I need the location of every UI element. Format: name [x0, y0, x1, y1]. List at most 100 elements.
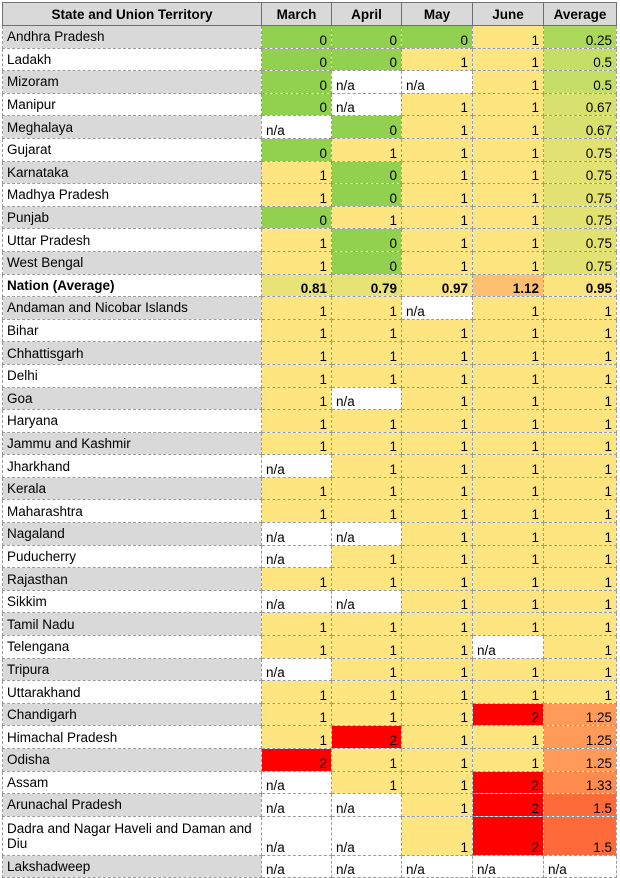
june-value-cell: 2	[472, 815, 544, 856]
april-value-cell: 0	[331, 160, 402, 185]
table-row: Jharkhand n/a 1 1 1 1	[2, 454, 617, 478]
average-value-cell: 1	[543, 386, 617, 411]
march-value-cell: 1	[261, 363, 332, 388]
table-row: Jammu and Kashmir 1 1 1 1 1	[2, 431, 617, 456]
april-value-cell: 1	[331, 137, 402, 162]
table-row: Chandigarh 1 1 1 2 1.25	[2, 702, 617, 727]
average-value-cell: 0.75	[543, 250, 617, 275]
state-name-cell: Uttar Pradesh	[2, 228, 262, 252]
may-value-cell: n/a	[401, 296, 473, 320]
june-value-cell: 1	[472, 160, 544, 185]
april-value-cell: 0	[331, 183, 402, 207]
average-value-cell: 1	[543, 431, 617, 456]
header-average: Average	[543, 2, 617, 26]
table-row: Himachal Pradesh 1 2 1 1 1.25	[2, 725, 617, 749]
header-june: June	[472, 2, 544, 26]
state-name-cell: Sikkim	[2, 589, 262, 614]
average-value-cell: 0.67	[543, 115, 617, 139]
average-value-cell: 0.75	[543, 160, 617, 185]
june-value-cell: 1	[472, 341, 544, 365]
table-row: Goa 1 n/a 1 1 1	[2, 386, 617, 411]
april-value-cell: 0	[331, 250, 402, 275]
april-value-cell: 0	[331, 228, 402, 252]
state-name-cell: Chandigarh	[2, 702, 262, 727]
april-value-cell: 1	[331, 612, 402, 637]
table-row: Andaman and Nicobar Islands 1 1 n/a 1 1	[2, 296, 617, 320]
may-value-cell: 1	[401, 183, 473, 207]
table-row: Ladakh 0 0 1 1 0.5	[2, 47, 617, 72]
march-value-cell: 1	[261, 476, 332, 501]
march-value-cell: 1	[261, 499, 332, 524]
state-name-cell: Jammu and Kashmir	[2, 431, 262, 456]
may-value-cell: 1	[401, 386, 473, 411]
march-value-cell: 0	[261, 25, 332, 49]
june-value-cell: 1	[472, 476, 544, 501]
state-name-cell: Jharkhand	[2, 454, 262, 478]
march-value-cell: n/a	[261, 854, 332, 878]
march-value-cell: 1	[261, 183, 332, 207]
table-row: Odisha 2 1 1 1 1.25	[2, 748, 617, 772]
june-value-cell: 1	[472, 92, 544, 117]
header-row: State and Union Territory March April Ma…	[2, 2, 617, 26]
april-value-cell: 1	[331, 341, 402, 365]
may-value-cell: 1	[401, 137, 473, 162]
table-body: Andhra Pradesh 0 0 0 1 0.25 Ladakh 0 0 1 1 0.5 Mizor…	[2, 25, 617, 878]
june-value-cell: 1	[472, 499, 544, 524]
june-value-cell: 1	[472, 296, 544, 320]
table-row: Uttarakhand 1 1 1 1 1	[2, 680, 617, 704]
march-value-cell: n/a	[261, 589, 332, 614]
march-value-cell: 1	[261, 160, 332, 185]
may-value-cell: 1	[401, 250, 473, 275]
state-name-cell: Odisha	[2, 748, 262, 772]
state-name-cell: Uttarakhand	[2, 680, 262, 704]
state-name-cell: Tripura	[2, 657, 262, 682]
march-value-cell: 1	[261, 250, 332, 275]
average-value-cell: 1	[543, 476, 617, 501]
state-name-cell: Karnataka	[2, 160, 262, 185]
state-name-cell: Bihar	[2, 318, 262, 343]
may-value-cell: 1	[401, 205, 473, 230]
june-value-cell: 1.12	[472, 273, 544, 298]
april-value-cell: 2	[331, 725, 402, 749]
june-value-cell: 1	[472, 725, 544, 749]
state-name-cell: Nagaland	[2, 522, 262, 546]
average-value-cell: 0.5	[543, 47, 617, 72]
table-row: Kerala 1 1 1 1 1	[2, 476, 617, 501]
march-value-cell: 1	[261, 431, 332, 456]
table-row: Karnataka 1 0 1 1 0.75	[2, 160, 617, 185]
table-row: Manipur 0 n/a 1 1 0.67	[2, 92, 617, 117]
average-value-cell: 1	[543, 657, 617, 682]
april-value-cell: n/a	[331, 386, 402, 411]
average-value-cell: 1	[543, 635, 617, 659]
april-value-cell: 1	[331, 567, 402, 591]
june-value-cell: 1	[472, 318, 544, 343]
average-value-cell: 1	[543, 318, 617, 343]
april-value-cell: n/a	[331, 793, 402, 817]
march-value-cell: n/a	[261, 657, 332, 682]
april-value-cell: 1	[331, 409, 402, 433]
march-value-cell: 0	[261, 70, 332, 94]
june-value-cell: 1	[472, 544, 544, 569]
april-value-cell: 0	[331, 47, 402, 72]
state-name-cell: Rajasthan	[2, 567, 262, 591]
april-value-cell: 0	[331, 115, 402, 139]
march-value-cell: n/a	[261, 115, 332, 139]
table-row: Haryana 1 1 1 1 1	[2, 409, 617, 433]
may-value-cell: 1	[401, 160, 473, 185]
state-name-cell: Madhya Pradesh	[2, 183, 262, 207]
table-row: Nation (Average) 0.81 0.79 0.97 1.12 0.95	[2, 273, 617, 298]
march-value-cell: n/a	[261, 815, 332, 856]
average-value-cell: 1	[543, 544, 617, 569]
table-row: Rajasthan 1 1 1 1 1	[2, 567, 617, 591]
march-value-cell: 1	[261, 318, 332, 343]
may-value-cell: 1	[401, 341, 473, 365]
april-value-cell: n/a	[331, 815, 402, 856]
april-value-cell: 1	[331, 318, 402, 343]
average-value-cell: 1	[543, 499, 617, 524]
state-name-cell: Haryana	[2, 409, 262, 433]
average-value-cell: 0.75	[543, 228, 617, 252]
average-value-cell: 0.5	[543, 70, 617, 94]
table-row: Mizoram 0 n/a n/a 1 0.5	[2, 70, 617, 94]
table-row: Meghalaya n/a 0 1 1 0.67	[2, 115, 617, 139]
